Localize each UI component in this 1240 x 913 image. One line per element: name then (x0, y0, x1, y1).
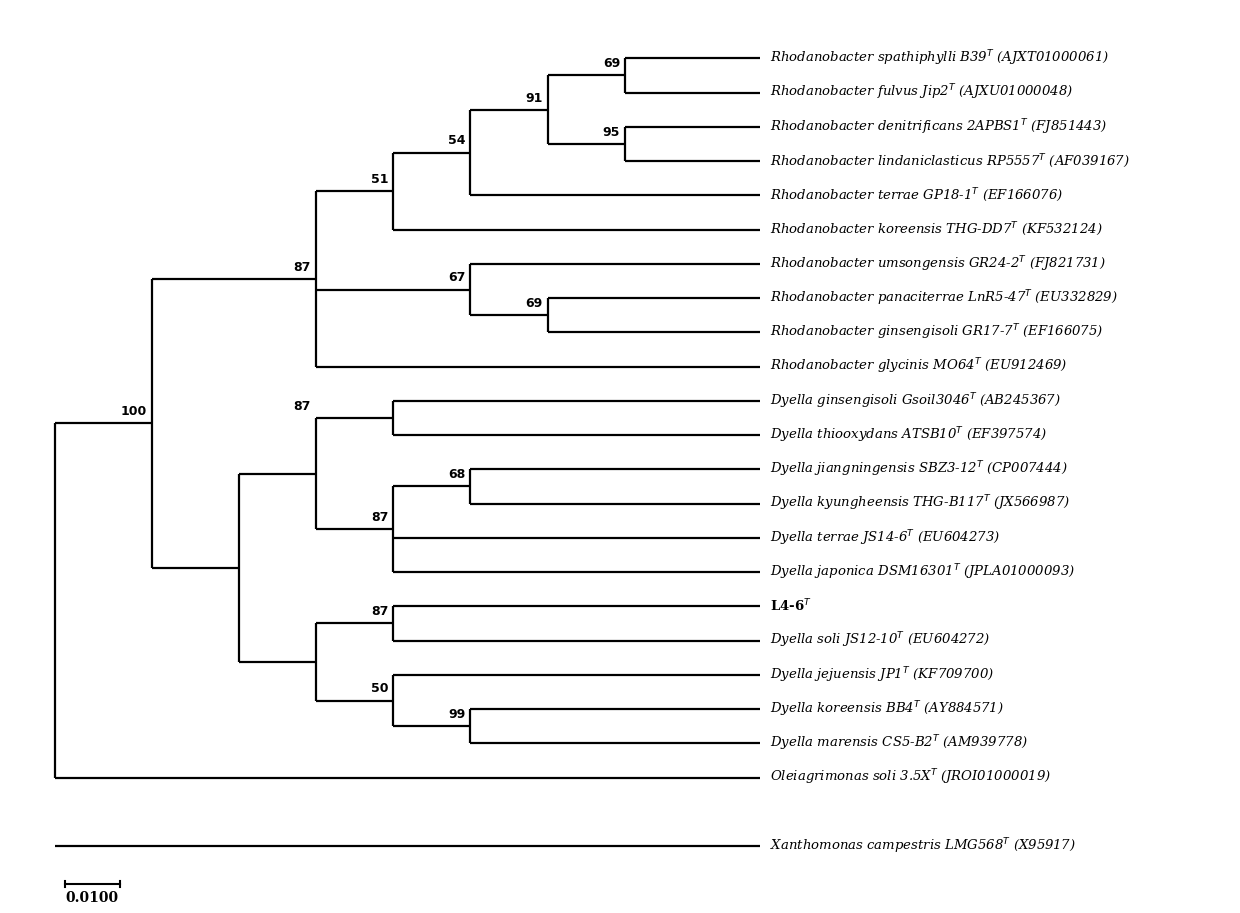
Text: Rhodanobacter spathiphylli B39$^T$ (AJXT01000061): Rhodanobacter spathiphylli B39$^T$ (AJXT… (770, 48, 1109, 68)
Text: 99: 99 (449, 708, 465, 721)
Text: 87: 87 (294, 400, 311, 413)
Text: Dyella jiangningensis SBZ3-12$^T$ (CP007444): Dyella jiangningensis SBZ3-12$^T$ (CP007… (770, 459, 1068, 479)
Text: 67: 67 (448, 271, 465, 284)
Text: 87: 87 (371, 605, 388, 618)
Text: 68: 68 (449, 468, 465, 481)
Text: Dyella japonica DSM16301$^T$ (JPLA01000093): Dyella japonica DSM16301$^T$ (JPLA010000… (770, 562, 1075, 582)
Text: Rhodanobacter ginsengisoli GR17-7$^T$ (EF166075): Rhodanobacter ginsengisoli GR17-7$^T$ (E… (770, 322, 1102, 342)
Text: Xanthomonas campestris LMG568$^T$ (X95917): Xanthomonas campestris LMG568$^T$ (X9591… (770, 836, 1075, 855)
Text: Rhodanobacter panaciterrae LnR5-47$^T$ (EU332829): Rhodanobacter panaciterrae LnR5-47$^T$ (… (770, 289, 1117, 308)
Text: Rhodanobacter umsongensis GR24-2$^T$ (FJ821731): Rhodanobacter umsongensis GR24-2$^T$ (FJ… (770, 254, 1106, 274)
Text: 100: 100 (120, 405, 146, 418)
Text: 95: 95 (603, 126, 620, 139)
Text: Rhodanobacter lindaniclasticus RP5557$^T$ (AF039167): Rhodanobacter lindaniclasticus RP5557$^T… (770, 152, 1130, 170)
Text: 54: 54 (448, 134, 465, 147)
Text: Dyella soli JS12-10$^T$ (EU604272): Dyella soli JS12-10$^T$ (EU604272) (770, 631, 990, 650)
Text: Dyella terrae JS14-6$^T$ (EU604273): Dyella terrae JS14-6$^T$ (EU604273) (770, 528, 999, 548)
Text: Dyella thiooxydans ATSB10$^T$ (EF397574): Dyella thiooxydans ATSB10$^T$ (EF397574) (770, 425, 1047, 445)
Text: 87: 87 (294, 261, 311, 274)
Text: 0.0100: 0.0100 (66, 890, 119, 905)
Text: 91: 91 (526, 91, 543, 105)
Text: 51: 51 (371, 173, 388, 186)
Text: 87: 87 (371, 511, 388, 524)
Text: Rhodanobacter fulvus Jip2$^T$ (AJXU01000048): Rhodanobacter fulvus Jip2$^T$ (AJXU01000… (770, 83, 1073, 102)
Text: Dyella jejuensis JP1$^T$ (KF709700): Dyella jejuensis JP1$^T$ (KF709700) (770, 665, 993, 685)
Text: Dyella ginsengisoli Gsoil3046$^T$ (AB245367): Dyella ginsengisoli Gsoil3046$^T$ (AB245… (770, 391, 1060, 411)
Text: 69: 69 (603, 58, 620, 70)
Text: Rhodanobacter denitrificans 2APBS1$^T$ (FJ851443): Rhodanobacter denitrificans 2APBS1$^T$ (… (770, 117, 1107, 137)
Text: Rhodanobacter terrae GP18-1$^T$ (EF166076): Rhodanobacter terrae GP18-1$^T$ (EF16607… (770, 186, 1063, 205)
Text: Rhodanobacter koreensis THG-DD7$^T$ (KF532124): Rhodanobacter koreensis THG-DD7$^T$ (KF5… (770, 221, 1102, 238)
Text: 50: 50 (371, 682, 388, 696)
Text: L4-6$^T$: L4-6$^T$ (770, 598, 811, 614)
Text: Oleiagrimonas soli 3.5X$^T$ (JROI01000019): Oleiagrimonas soli 3.5X$^T$ (JROI0100001… (770, 768, 1050, 787)
Text: Dyella kyungheensis THG-B117$^T$ (JX566987): Dyella kyungheensis THG-B117$^T$ (JX5669… (770, 494, 1070, 513)
Text: Dyella koreensis BB4$^T$ (AY884571): Dyella koreensis BB4$^T$ (AY884571) (770, 699, 1003, 719)
Text: Dyella marensis CS5-B2$^T$ (AM939778): Dyella marensis CS5-B2$^T$ (AM939778) (770, 733, 1028, 753)
Text: Rhodanobacter glycinis MO64$^T$ (EU912469): Rhodanobacter glycinis MO64$^T$ (EU91246… (770, 357, 1068, 376)
Text: 69: 69 (526, 297, 543, 310)
